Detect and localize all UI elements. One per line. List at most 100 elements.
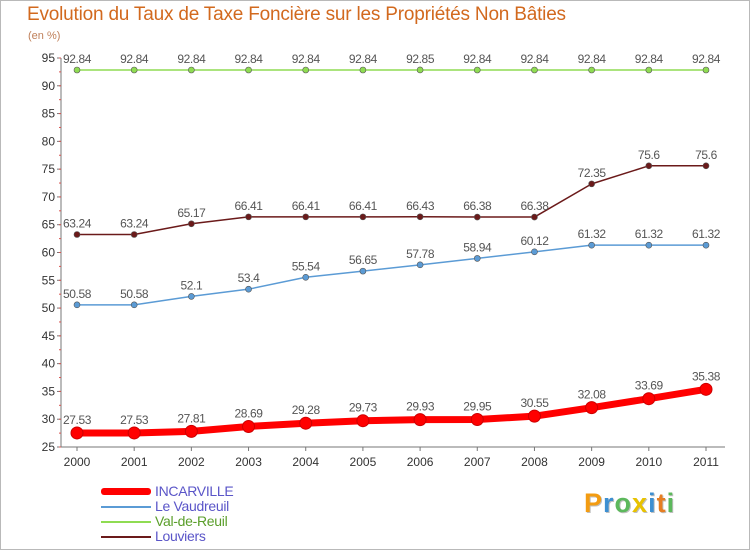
data-point bbox=[302, 213, 310, 221]
data-label: 58.94 bbox=[463, 240, 492, 254]
data-label: 92.84 bbox=[235, 52, 264, 66]
data-label: 27.53 bbox=[120, 413, 149, 427]
data-label: 92.84 bbox=[120, 52, 149, 66]
logo-letter: i bbox=[648, 488, 657, 518]
data-point bbox=[73, 301, 81, 309]
data-point bbox=[70, 426, 84, 440]
y-tick-label: 85 bbox=[42, 107, 56, 121]
legend-swatch bbox=[101, 488, 151, 495]
data-label: 66.38 bbox=[520, 199, 549, 213]
data-label: 27.81 bbox=[177, 411, 206, 425]
data-point bbox=[245, 285, 252, 293]
y-tick-label: 60 bbox=[42, 246, 56, 260]
x-tick-label: 2011 bbox=[693, 455, 719, 469]
y-tick-label: 95 bbox=[42, 51, 56, 65]
data-point bbox=[531, 213, 538, 221]
data-label: 29.73 bbox=[349, 401, 378, 415]
x-tick-label: 2007 bbox=[464, 455, 491, 469]
data-label: 33.69 bbox=[635, 379, 664, 393]
data-point bbox=[527, 409, 541, 423]
series-line-1 bbox=[76, 244, 707, 306]
data-label: 55.54 bbox=[292, 259, 321, 273]
data-label: 57.78 bbox=[406, 247, 435, 261]
data-point bbox=[642, 392, 656, 406]
legend-label: Louviers bbox=[155, 528, 206, 544]
legend-item: Louviers bbox=[101, 529, 361, 544]
data-label: 92.84 bbox=[463, 52, 492, 66]
data-label: 61.32 bbox=[692, 227, 721, 241]
data-point bbox=[130, 301, 138, 309]
data-label: 60.12 bbox=[520, 234, 549, 248]
y-tick-label: 40 bbox=[42, 357, 56, 371]
logo-letter: o bbox=[614, 488, 633, 518]
logo-letter: x bbox=[632, 488, 649, 518]
y-tick-label: 65 bbox=[42, 218, 56, 232]
data-point bbox=[302, 66, 310, 74]
x-tick-label: 2002 bbox=[178, 455, 205, 469]
data-label: 29.95 bbox=[463, 399, 492, 413]
x-tick-label: 2010 bbox=[635, 455, 662, 469]
x-tick-label: 2004 bbox=[292, 455, 319, 469]
data-label: 63.24 bbox=[120, 216, 149, 230]
data-point bbox=[359, 267, 367, 275]
data-point bbox=[473, 213, 481, 221]
data-label: 61.32 bbox=[578, 227, 607, 241]
data-point bbox=[416, 213, 424, 221]
y-axis-unit-label: (en %) bbox=[28, 30, 61, 42]
data-point bbox=[245, 66, 252, 74]
logo-letter: r bbox=[603, 488, 615, 518]
data-point bbox=[473, 255, 481, 262]
data-point bbox=[359, 66, 367, 74]
x-tick-label: 2009 bbox=[578, 455, 605, 469]
y-tick-label: 70 bbox=[42, 190, 56, 204]
series-points bbox=[70, 66, 713, 440]
data-label: 72.35 bbox=[578, 166, 607, 180]
data-point bbox=[585, 401, 599, 415]
data-label: 53.4 bbox=[238, 271, 260, 285]
legend-item: Le Vaudreuil bbox=[101, 499, 361, 514]
y-tick-label: 80 bbox=[42, 134, 56, 148]
data-point bbox=[130, 66, 138, 74]
y-tick-label: 45 bbox=[42, 329, 56, 343]
logo-letter: P bbox=[584, 488, 604, 518]
data-point bbox=[416, 261, 424, 269]
data-point bbox=[645, 162, 653, 170]
y-tick-label: 25 bbox=[42, 440, 56, 454]
x-tick-label: 2005 bbox=[350, 455, 377, 469]
data-label: 92.84 bbox=[578, 52, 607, 66]
data-label: 56.65 bbox=[349, 253, 378, 267]
legend-swatch bbox=[101, 521, 151, 523]
data-point bbox=[645, 66, 653, 74]
data-label: 27.53 bbox=[63, 413, 92, 427]
legend-swatch bbox=[101, 536, 151, 538]
data-point bbox=[588, 180, 595, 188]
legend-label: Val-de-Reuil bbox=[155, 513, 228, 529]
legend-item: Val-de-Reuil bbox=[101, 514, 361, 529]
data-point bbox=[531, 248, 538, 256]
series-line-3 bbox=[76, 165, 707, 236]
x-tick-label: 2000 bbox=[64, 455, 91, 469]
data-point bbox=[188, 220, 195, 228]
series-lines bbox=[73, 69, 710, 437]
data-point bbox=[531, 66, 538, 74]
data-point bbox=[359, 213, 367, 221]
legend-item: INCARVILLE bbox=[101, 484, 361, 499]
data-point bbox=[184, 424, 198, 438]
data-label: 75.6 bbox=[638, 148, 660, 162]
data-point bbox=[413, 413, 427, 427]
data-label: 92.84 bbox=[349, 52, 378, 66]
data-label: 35.38 bbox=[692, 369, 721, 383]
data-point bbox=[356, 414, 370, 428]
data-label: 75.6 bbox=[695, 148, 717, 162]
y-tick-label: 30 bbox=[42, 412, 56, 426]
data-label: 32.08 bbox=[578, 388, 607, 402]
x-tick-label: 2006 bbox=[407, 455, 434, 469]
x-tick-label: 2008 bbox=[521, 455, 548, 469]
data-point bbox=[242, 419, 256, 433]
data-label: 61.32 bbox=[635, 227, 664, 241]
data-label: 92.84 bbox=[292, 52, 321, 66]
data-point bbox=[73, 231, 81, 238]
data-label: 52.1 bbox=[180, 278, 202, 292]
y-tick-label: 55 bbox=[42, 273, 56, 287]
